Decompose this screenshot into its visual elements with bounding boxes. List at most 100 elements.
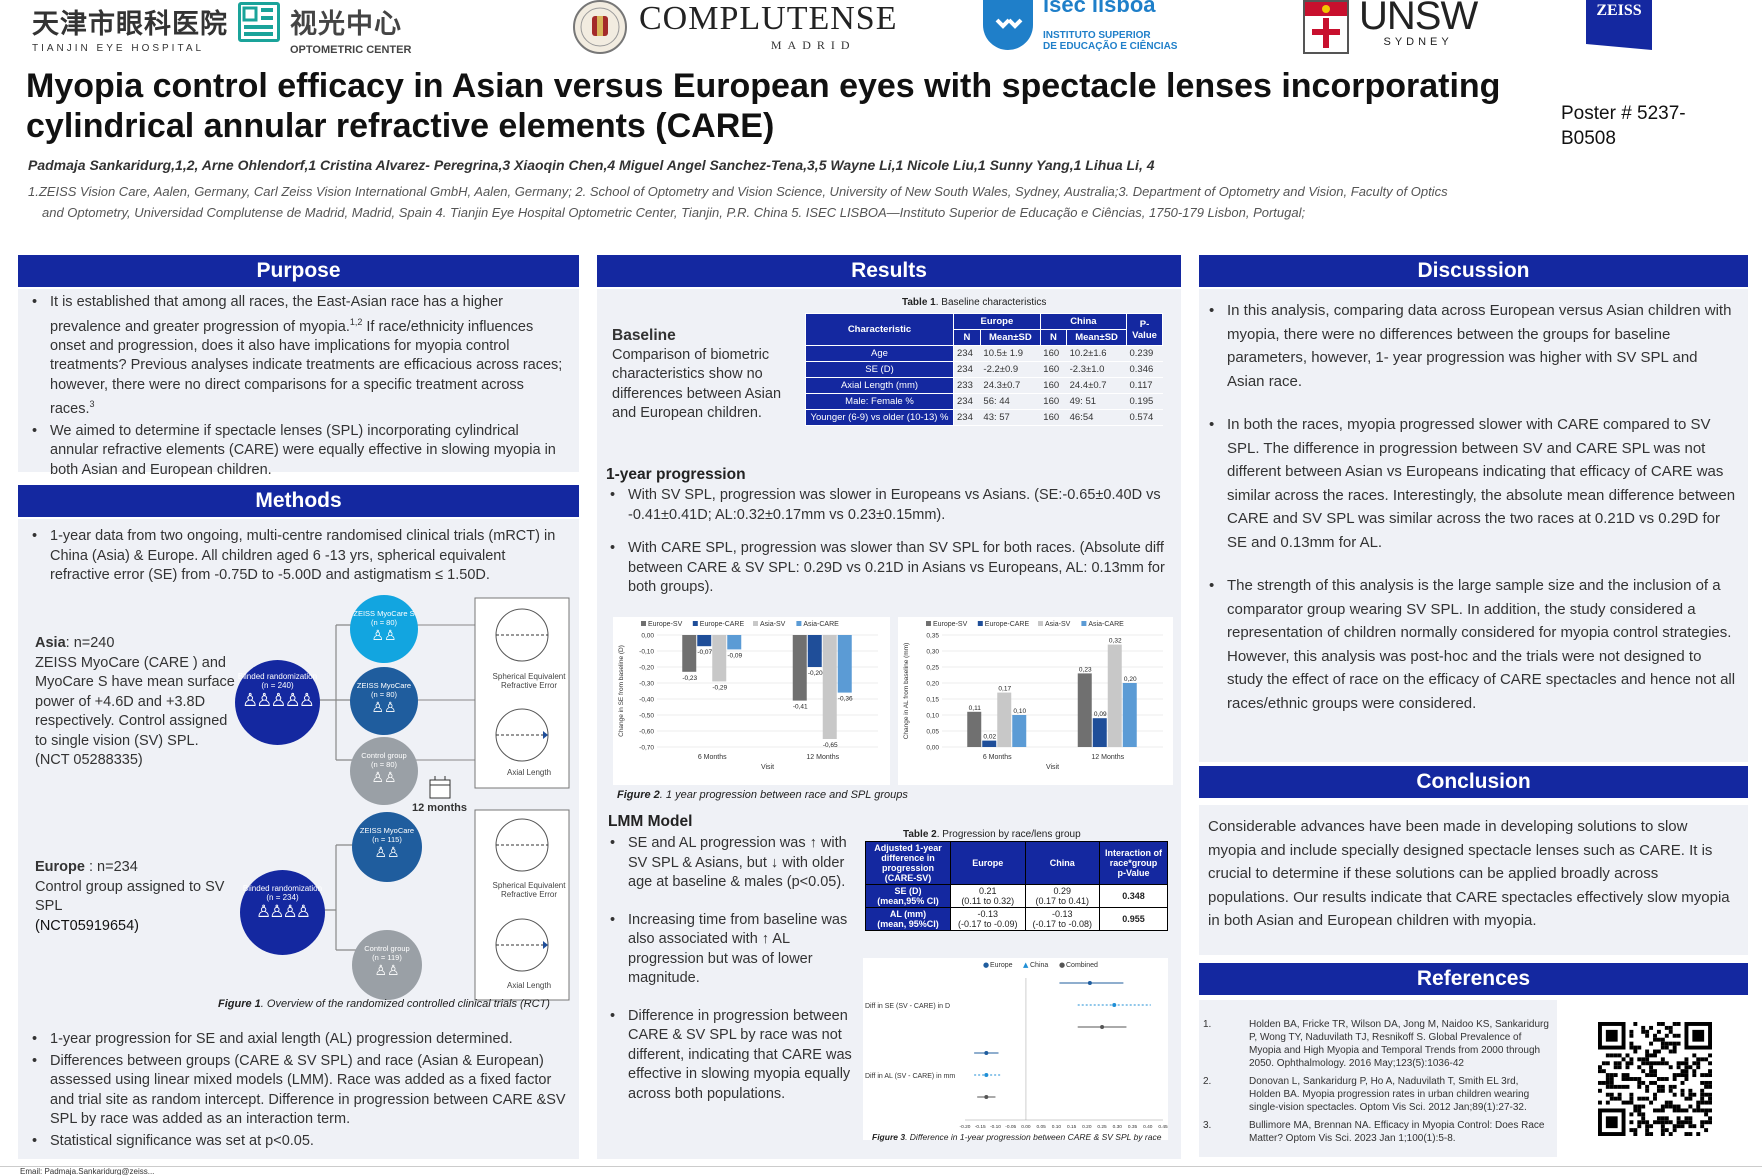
poster-number: Poster # 5237-B0508 xyxy=(1561,103,1686,149)
x-tick-label: 0.45 xyxy=(1158,1124,1168,1130)
qr-module xyxy=(1629,1096,1634,1101)
qr-module xyxy=(1637,1124,1642,1129)
qr-module xyxy=(1617,1084,1622,1089)
t2-row-al-europe: -0.13 (-0.17 to -0.09) xyxy=(950,907,1026,931)
qr-module xyxy=(1684,1116,1689,1121)
qr-module xyxy=(1637,1077,1642,1081)
qr-module xyxy=(1637,1112,1642,1117)
data-label: -0,41 xyxy=(793,704,808,711)
qr-module xyxy=(1680,1108,1685,1113)
t1-cell-cn: 160 xyxy=(1040,361,1067,378)
zeiss-name: ZEISS xyxy=(1596,2,1642,19)
t2-header-diff: Adjusted 1-year difference in progressio… xyxy=(865,841,951,885)
qr-module xyxy=(1649,1053,1654,1058)
qr-finder xyxy=(1605,1029,1618,1042)
qr-module xyxy=(1688,1124,1693,1129)
qr-module xyxy=(1704,1100,1709,1105)
qr-module xyxy=(1645,1073,1650,1078)
qr-module xyxy=(1676,1104,1681,1109)
reference-number: 2. xyxy=(1203,1076,1212,1087)
t1-cell-em: -2.2±0.9 xyxy=(980,361,1041,378)
bar-europe-sv xyxy=(1077,673,1092,747)
europe-blinded-n: (n = 234) xyxy=(266,893,299,902)
qr-module xyxy=(1672,1104,1677,1109)
legend-swatch xyxy=(1038,621,1043,626)
qr-module xyxy=(1649,1041,1654,1046)
qr-module xyxy=(1653,1096,1657,1101)
qr-module xyxy=(1692,1061,1697,1066)
qr-module xyxy=(1629,1100,1634,1105)
qr-module xyxy=(1645,1029,1650,1034)
qr-module xyxy=(1704,1057,1709,1062)
table2-title-bold: Table 2 xyxy=(903,829,937,840)
figure-2-se-chart: Europe-SV Europe-CARE Asia-SV Asia-CARE 0,00… xyxy=(613,617,890,785)
qr-module xyxy=(1704,1112,1709,1117)
myocare-label: ZEISS MyoCare xyxy=(359,826,415,835)
qr-module xyxy=(1704,1084,1709,1089)
t2-r2-cn-ci: (-0.17 to -0.08) xyxy=(1032,919,1093,929)
x-axis-label: Visit xyxy=(761,764,774,771)
madrid-name: MADRID xyxy=(770,38,856,52)
t2-row-al-china: -0.13 (-0.17 to -0.08) xyxy=(1024,907,1100,931)
t1-header-europe: Europe xyxy=(953,313,1041,330)
qr-module xyxy=(1700,1124,1705,1129)
t2-r2-cn: -0.13 xyxy=(1051,909,1073,919)
qr-module xyxy=(1668,1100,1673,1105)
t1-cell-p: 0.346 xyxy=(1126,361,1163,378)
bar-asia-sv xyxy=(1107,644,1122,747)
qr-module xyxy=(1609,1096,1614,1101)
qr-module xyxy=(1664,1116,1669,1121)
affiliations: 1.ZEISS Vision Care, Aalen, Germany, Car… xyxy=(28,181,1718,223)
qr-module xyxy=(1625,1100,1630,1105)
data-label: 0,11 xyxy=(969,705,982,712)
t2-r2-label2: (mean, 95%CI) xyxy=(877,919,939,929)
bar-asia-care xyxy=(1122,683,1137,747)
legend-label: Europe-SV xyxy=(933,621,968,628)
qr-module xyxy=(1676,1065,1681,1070)
point-estimate xyxy=(1100,1025,1105,1029)
qr-module xyxy=(1625,1077,1630,1081)
sydney-name: SYDNEY xyxy=(1383,36,1453,48)
qr-module xyxy=(1617,1061,1622,1066)
qr-code[interactable] xyxy=(1598,1022,1712,1136)
qr-module xyxy=(1696,1132,1701,1136)
optometric-center-icon xyxy=(238,2,280,42)
t2-r2-eu: -0.13 xyxy=(977,909,998,919)
months-label: 12 months xyxy=(412,802,468,814)
optometric-center-logo: 视光中心 OPTOMETRIC CENTER xyxy=(290,2,411,56)
qr-module xyxy=(1660,1124,1665,1129)
fig2-caption-bold: Figure 2 xyxy=(617,789,660,801)
y-tick-label: 0,10 xyxy=(926,713,939,720)
qr-module xyxy=(1605,1077,1610,1081)
qr-module xyxy=(1672,1077,1677,1081)
qr-module xyxy=(1633,1077,1638,1081)
qr-module xyxy=(1672,1049,1677,1054)
t1-cell-en: 234 xyxy=(953,393,981,410)
qr-module xyxy=(1653,1092,1657,1097)
qr-module xyxy=(1664,1025,1669,1030)
asia-heading: Asia: n=240 xyxy=(35,634,240,654)
qr-module xyxy=(1668,1025,1673,1030)
control-label: Control group xyxy=(361,751,407,760)
affiliations-line-1: 1.ZEISS Vision Care, Aalen, Germany, Car… xyxy=(28,184,1448,199)
figure-2-al-chart: Europe-SV Europe-CARE Asia-SV Asia-CARE 0,35… xyxy=(898,617,1173,785)
table-1-row: SE (D) 234 -2.2±0.9 160 -2.3±1.0 0.346 xyxy=(805,361,1163,378)
qr-module xyxy=(1696,1065,1701,1070)
progression-heading: 1-year progression xyxy=(606,466,746,483)
qr-module xyxy=(1641,1116,1646,1121)
asia-n: : n=240 xyxy=(65,635,115,651)
europe-text: Control group assigned to SV SPL xyxy=(35,878,225,915)
data-label: 0,17 xyxy=(998,686,1011,693)
x-tick-label: 0.20 xyxy=(1082,1124,1092,1130)
myocare-n: (n = 80) xyxy=(370,690,398,699)
qr-module xyxy=(1672,1092,1677,1097)
qr-module xyxy=(1641,1025,1646,1030)
qr-module xyxy=(1684,1073,1689,1078)
qr-module xyxy=(1621,1057,1626,1062)
qr-module xyxy=(1684,1120,1689,1125)
qr-module xyxy=(1633,1104,1638,1109)
legend-label: Europe-SV xyxy=(648,621,683,628)
control-label: Control group xyxy=(364,944,410,953)
qr-module xyxy=(1700,1100,1705,1105)
